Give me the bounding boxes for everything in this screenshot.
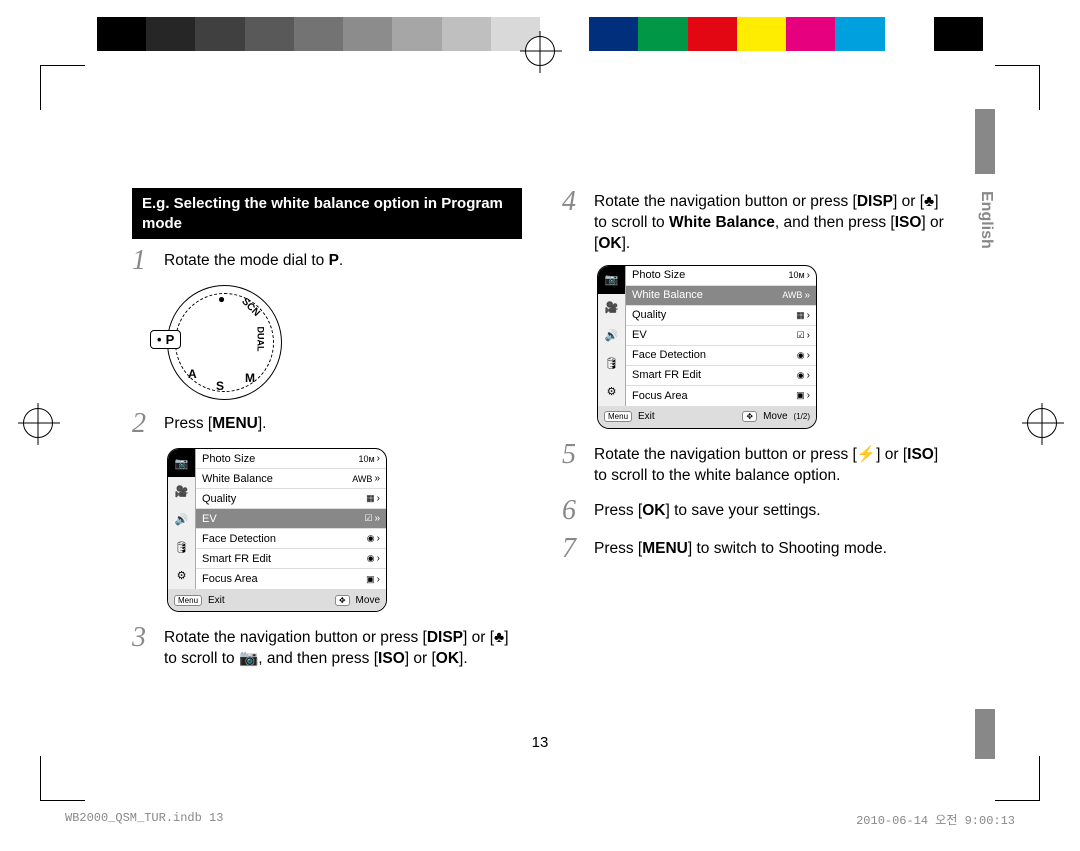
step-1: 1 Rotate the mode dial to P. (132, 247, 522, 275)
step-text: Press [MENU] to switch to Shooting mode. (594, 535, 887, 560)
step-text: Press [MENU]. (164, 410, 267, 435)
step-text: Rotate the navigation button or press [⚡… (594, 441, 952, 487)
p-mode-icon: P (329, 251, 339, 272)
menu-footer: MenuExit✥Move (168, 589, 386, 611)
crop-mark (995, 756, 1040, 801)
camera-menu-screenshot: 📷🎥🔊🛢⚙Photo Size10ᴍ›White BalanceAWB»Qual… (597, 265, 817, 429)
menu-category-icon: ⚙ (598, 378, 625, 406)
step-text: Rotate the mode dial to P. (164, 247, 343, 272)
menu-category-icons: 📷🎥🔊🛢⚙ (598, 266, 626, 406)
step-number: 3 (132, 624, 152, 652)
menu-row: Face Detection◉› (196, 529, 386, 549)
menu-row: EV☑» (196, 509, 386, 529)
menu-footer: MenuExit✥Move(1/2) (598, 406, 816, 428)
page-number: 13 (532, 734, 549, 751)
menu-row: Quality▦› (626, 306, 816, 326)
step-number: 7 (562, 535, 582, 563)
menu-row: Focus Area▣› (196, 569, 386, 589)
menu-row: White BalanceAWB» (626, 286, 816, 306)
menu-category-icon: 🔊 (598, 322, 625, 350)
side-tab-marker (975, 709, 995, 759)
crop-mark (995, 65, 1040, 110)
camera-menu-screenshot: 📷🎥🔊🛢⚙Photo Size10ᴍ›White BalanceAWB»Qual… (167, 448, 387, 612)
registration-mark-right (1027, 408, 1057, 438)
step-3: 3 Rotate the navigation button or press … (132, 624, 522, 670)
step-7: 7 Press [MENU] to switch to Shooting mod… (562, 535, 952, 563)
print-footer: WB2000_QSM_TUR.indb 13 2010-06-14 오전 9:0… (65, 811, 1015, 828)
mode-dial-p-indicator: P (150, 330, 181, 349)
step-number: 5 (562, 441, 582, 469)
menu-category-icon: ⚙ (168, 561, 195, 589)
menu-row: Photo Size10ᴍ› (626, 266, 816, 286)
crop-mark (40, 65, 85, 110)
mode-dial-graphic: P ● SCN DUAL M S A (167, 285, 282, 400)
menu-category-icon: 📷 (598, 266, 625, 294)
flash-icon: ⚡ (857, 446, 876, 463)
menu-row: EV☑› (626, 326, 816, 346)
menu-category-icon: 🔊 (168, 505, 195, 533)
side-tab-marker (975, 109, 995, 174)
menu-category-icon: 🛢 (168, 533, 195, 561)
step-6: 6 Press [OK] to save your settings. (562, 497, 952, 525)
registration-mark-top (525, 36, 555, 66)
footer-file: WB2000_QSM_TUR.indb 13 (65, 811, 223, 828)
menu-row: Photo Size10ᴍ› (196, 449, 386, 469)
step-text: Press [OK] to save your settings. (594, 497, 821, 522)
menu-row: White BalanceAWB» (196, 469, 386, 489)
step-5: 5 Rotate the navigation button or press … (562, 441, 952, 487)
menu-category-icon: 🎥 (168, 477, 195, 505)
menu-row: Smart FR Edit◉› (626, 366, 816, 386)
camera-icon: 📷 (239, 650, 258, 667)
step-text: Rotate the navigation button or press [D… (164, 624, 522, 670)
menu-row: Smart FR Edit◉› (196, 549, 386, 569)
menu-category-icon: 🎥 (598, 294, 625, 322)
step-text: Rotate the navigation button or press [D… (594, 188, 952, 255)
language-tab: English (975, 186, 995, 254)
step-2: 2 Press [MENU]. (132, 410, 522, 438)
step-number: 1 (132, 247, 152, 275)
step-4: 4 Rotate the navigation button or press … (562, 188, 952, 255)
step-number: 6 (562, 497, 582, 525)
menu-category-icon: 📷 (168, 449, 195, 477)
menu-row: Face Detection◉› (626, 346, 816, 366)
footer-date: 2010-06-14 오전 9:00:13 (856, 811, 1015, 828)
crop-mark (40, 756, 85, 801)
left-column: E.g. Selecting the white balance option … (132, 188, 522, 680)
section-heading: E.g. Selecting the white balance option … (132, 188, 522, 239)
step-number: 4 (562, 188, 582, 216)
menu-button-label: MENU (212, 415, 258, 432)
right-column: 4 Rotate the navigation button or press … (562, 188, 952, 680)
menu-row: Quality▦› (196, 489, 386, 509)
registration-mark-left (23, 408, 53, 438)
menu-category-icon: 🛢 (598, 350, 625, 378)
menu-category-icons: 📷🎥🔊🛢⚙ (168, 449, 196, 589)
page-content: E.g. Selecting the white balance option … (132, 188, 952, 680)
step-number: 2 (132, 410, 152, 438)
menu-row: Focus Area▣› (626, 386, 816, 406)
